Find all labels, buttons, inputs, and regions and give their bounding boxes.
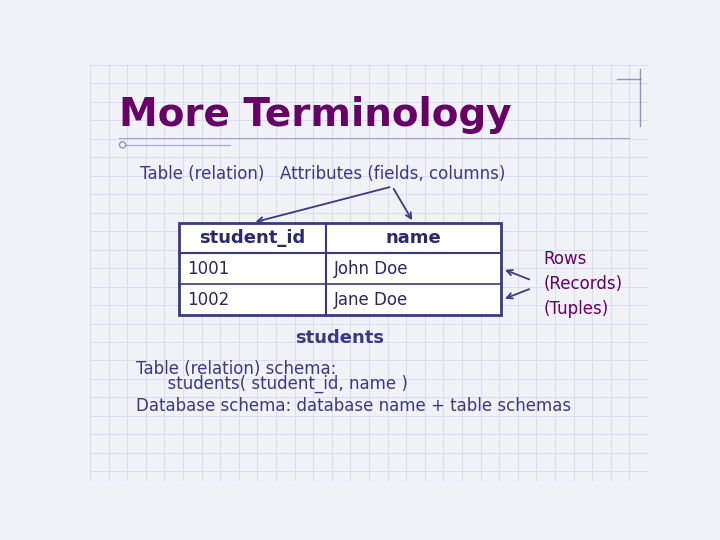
Text: John Doe: John Doe <box>334 260 409 278</box>
Text: Database schema: database name + table schemas: Database schema: database name + table s… <box>137 397 572 415</box>
Bar <box>179 222 500 315</box>
Text: Attributes (fields, columns): Attributes (fields, columns) <box>279 165 505 183</box>
Bar <box>179 222 500 315</box>
Text: More Terminology: More Terminology <box>120 96 512 133</box>
Text: 1001: 1001 <box>187 260 229 278</box>
Text: Table (relation) schema:: Table (relation) schema: <box>137 360 337 377</box>
Text: Rows
(Records)
(Tuples): Rows (Records) (Tuples) <box>544 250 623 318</box>
Text: 1002: 1002 <box>187 291 229 309</box>
Text: Table (relation): Table (relation) <box>140 165 265 183</box>
Text: students( student_id, name ): students( student_id, name ) <box>137 375 408 393</box>
Text: student_id: student_id <box>199 229 306 247</box>
Text: Jane Doe: Jane Doe <box>334 291 408 309</box>
Text: name: name <box>386 229 441 247</box>
Text: students: students <box>295 329 384 347</box>
